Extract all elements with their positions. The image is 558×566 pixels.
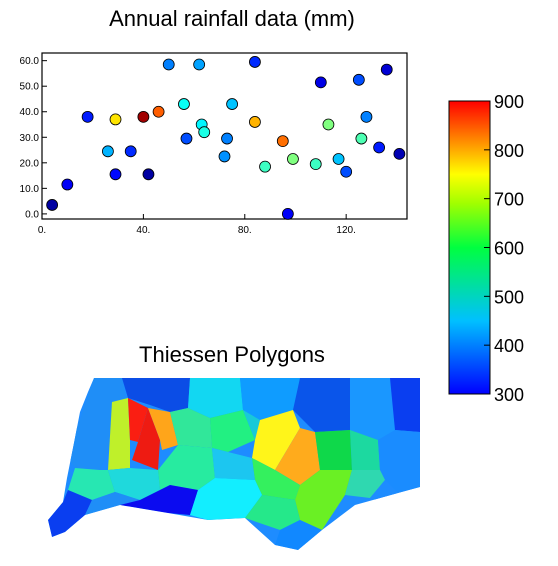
scatter-point bbox=[276, 135, 289, 148]
scatter-point bbox=[226, 98, 239, 110]
x-tick-label: 80. bbox=[238, 225, 252, 236]
colorbar-tick-label: 400 bbox=[494, 336, 524, 356]
scatter-title: Annual rainfall data (mm) bbox=[109, 6, 355, 31]
scatter-point bbox=[281, 207, 294, 220]
scatter-point bbox=[109, 168, 122, 181]
thiessen-polygon-map bbox=[48, 378, 420, 550]
scatter-point bbox=[46, 199, 59, 211]
y-tick-label: 0.0 bbox=[25, 209, 39, 220]
x-tick-label: 40. bbox=[136, 225, 150, 236]
scatter-point bbox=[180, 132, 193, 145]
colorbar-tick-label: 700 bbox=[494, 190, 524, 210]
scatter-point bbox=[218, 150, 231, 163]
x-tick-label: 0. bbox=[38, 225, 46, 236]
y-tick-label: 60.0 bbox=[20, 56, 40, 67]
scatter-point bbox=[360, 110, 373, 123]
scatter-point bbox=[393, 147, 406, 160]
x-tick-label: 120. bbox=[336, 225, 355, 236]
scatter-point bbox=[142, 168, 155, 181]
scatter-point bbox=[309, 158, 322, 170]
y-tick-label: 50.0 bbox=[20, 82, 40, 93]
scatter-point bbox=[249, 116, 261, 128]
data-points bbox=[46, 56, 406, 220]
scatter-point bbox=[249, 56, 261, 68]
scatter-point bbox=[322, 118, 335, 131]
scatter-point bbox=[332, 153, 345, 165]
polygons-title: Thiessen Polygons bbox=[139, 342, 325, 367]
y-tick-label: 20.0 bbox=[20, 158, 40, 169]
colorbar-ticks: 900 800 700 600 500 400 300 bbox=[484, 92, 524, 405]
x-axis: 0. 40. 80. 120. bbox=[38, 214, 356, 236]
scatter-point bbox=[314, 76, 327, 89]
scatter-point bbox=[137, 110, 150, 123]
scatter-point bbox=[61, 178, 74, 191]
scatter-point bbox=[81, 110, 94, 123]
scatter-point bbox=[355, 132, 368, 145]
scatter-point bbox=[152, 105, 165, 118]
y-axis: 0.0 10.0 20.0 30.0 40.0 50.0 60.0 bbox=[20, 56, 47, 220]
y-tick-label: 30.0 bbox=[20, 133, 40, 144]
scatter-point bbox=[162, 58, 175, 71]
y-tick-label: 10.0 bbox=[20, 184, 40, 195]
scatter-point bbox=[352, 73, 365, 86]
scatter-point bbox=[193, 58, 206, 71]
scatter-point bbox=[221, 132, 233, 145]
scatter-point bbox=[340, 165, 353, 178]
colorbar-tick-label: 300 bbox=[494, 385, 524, 405]
y-tick-label: 40.0 bbox=[20, 107, 40, 118]
colorbar-tick-label: 500 bbox=[494, 287, 524, 307]
scatter-point bbox=[287, 153, 299, 165]
scatter-point bbox=[373, 141, 386, 154]
scatter-point bbox=[198, 126, 211, 139]
colorbar-tick-label: 800 bbox=[494, 141, 524, 161]
scatter-point bbox=[109, 113, 122, 126]
scatter-point bbox=[380, 63, 393, 76]
scatter-point bbox=[124, 145, 137, 158]
colorbar-tick-label: 900 bbox=[494, 92, 524, 112]
scatter-point bbox=[178, 98, 190, 110]
colorbar-tick-label: 600 bbox=[494, 239, 524, 259]
scatter-point bbox=[102, 145, 114, 158]
colorbar bbox=[448, 100, 491, 395]
scatter-point bbox=[259, 160, 271, 173]
